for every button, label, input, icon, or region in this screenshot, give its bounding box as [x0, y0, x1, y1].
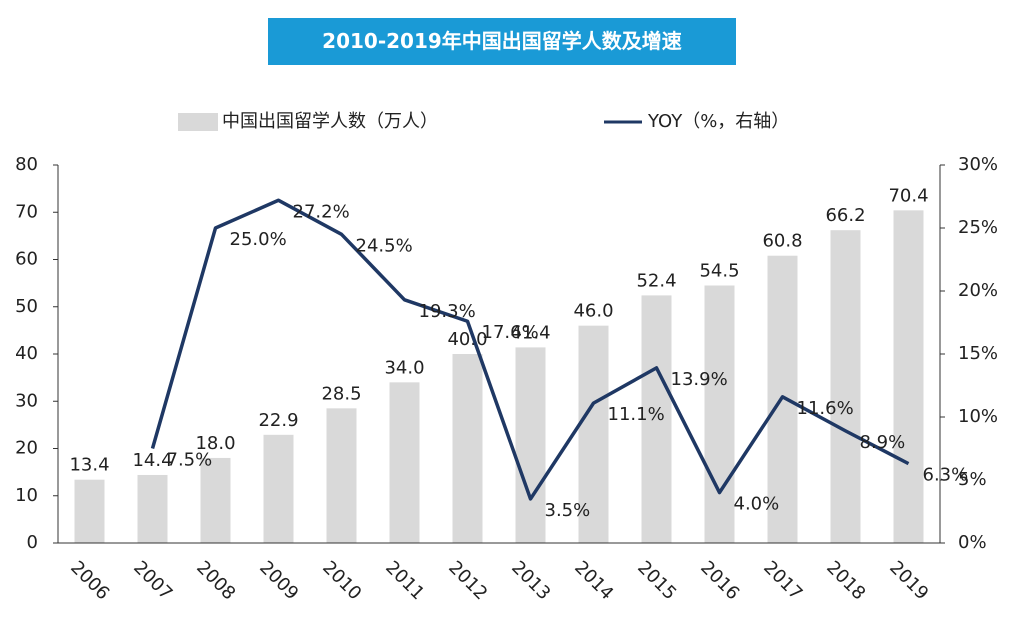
- bar: [893, 210, 924, 544]
- y-tick-label: 70: [15, 201, 38, 222]
- y2-tick-label: 25%: [958, 217, 998, 238]
- bar-value-label: 28.5: [321, 383, 361, 404]
- bar-value-label: 34.0: [384, 357, 424, 378]
- x-tick-label: 2008: [192, 557, 239, 604]
- bar: [641, 295, 672, 543]
- y-tick-label: 0: [27, 532, 38, 553]
- bar: [137, 474, 168, 543]
- x-tick-label: 2017: [759, 557, 806, 604]
- bar: [263, 434, 294, 543]
- bar-value-label: 46.0: [573, 301, 613, 322]
- bar-value-label: 66.2: [825, 205, 865, 226]
- y2-tick-label: 15%: [958, 343, 998, 364]
- bar-value-label: 60.8: [762, 231, 802, 252]
- legend-swatch: [178, 113, 218, 131]
- bar: [515, 347, 546, 543]
- chart-title: 2010-2019年中国出国留学人数及增速: [268, 18, 736, 65]
- line-value-label: 3.5%: [545, 500, 591, 521]
- bar: [326, 408, 357, 543]
- bar-value-label: 41.4: [510, 322, 550, 343]
- y-tick-label: 10: [15, 485, 38, 506]
- bar-value-label: 70.4: [888, 185, 928, 206]
- x-tick-label: 2010: [318, 557, 365, 604]
- y2-tick-label: 30%: [958, 154, 998, 175]
- x-tick-label: 2013: [507, 557, 554, 604]
- line-value-label: 8.9%: [860, 432, 906, 453]
- bar-value-label: 18.0: [195, 433, 235, 454]
- x-tick-label: 2019: [885, 557, 932, 604]
- bar: [389, 382, 420, 543]
- legend-label: 中国出国留学人数（万人）: [222, 111, 438, 132]
- y2-tick-label: 0%: [958, 532, 987, 553]
- y-tick-label: 60: [15, 249, 38, 270]
- y-tick-label: 20: [15, 438, 38, 459]
- y-tick-label: 30: [15, 390, 38, 411]
- x-tick-label: 2007: [129, 557, 176, 604]
- x-tick-label: 2018: [822, 557, 869, 604]
- y-tick-label: 80: [15, 154, 38, 175]
- bar-value-label: 13.4: [69, 455, 109, 476]
- line-value-label: 19.3%: [419, 301, 476, 322]
- bar: [578, 325, 609, 543]
- line-value-label: 4.0%: [734, 494, 780, 515]
- x-tick-label: 2014: [570, 557, 617, 604]
- line-value-label: 11.1%: [608, 404, 665, 425]
- y-tick-label: 40: [15, 343, 38, 364]
- line-value-label: 7.5%: [167, 450, 213, 471]
- bar-value-label: 54.5: [699, 260, 739, 281]
- bar: [704, 285, 735, 543]
- bar-value-label: 52.4: [636, 270, 676, 291]
- bar: [200, 457, 231, 543]
- line-value-label: 27.2%: [293, 201, 350, 222]
- x-tick-label: 2012: [444, 557, 491, 604]
- y2-tick-label: 5%: [958, 469, 987, 490]
- x-tick-label: 2006: [66, 557, 113, 604]
- line-value-label: 6.3%: [923, 465, 969, 486]
- line-value-label: 17.6%: [482, 322, 539, 343]
- x-tick-label: 2011: [381, 557, 428, 604]
- bar: [74, 479, 105, 543]
- y2-tick-label: 20%: [958, 280, 998, 301]
- y-tick-label: 50: [15, 296, 38, 317]
- legend-label: YOY（%，右轴）: [647, 111, 789, 132]
- line-value-label: 13.9%: [671, 369, 728, 390]
- bar-value-label: 14.4: [132, 450, 172, 471]
- x-tick-label: 2009: [255, 557, 302, 604]
- bar: [830, 230, 861, 543]
- bar: [452, 354, 483, 543]
- line-value-label: 11.6%: [797, 398, 854, 419]
- x-tick-label: 2015: [633, 557, 680, 604]
- line-value-label: 24.5%: [356, 235, 413, 256]
- line-value-label: 25.0%: [230, 229, 287, 250]
- x-tick-label: 2016: [696, 557, 743, 604]
- line: [150, 198, 910, 501]
- y2-tick-label: 10%: [958, 406, 998, 427]
- bar-value-label: 22.9: [258, 410, 298, 431]
